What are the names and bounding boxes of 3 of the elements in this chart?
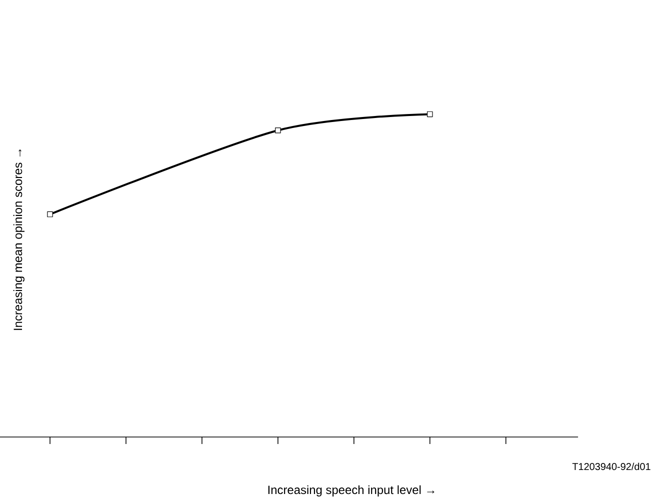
- x-axis-title: Increasing speech input level →: [268, 485, 434, 496]
- y-axis-title: Increasing mean opinion scores →: [13, 149, 24, 330]
- text: T1203940-92/d01: [572, 462, 650, 470]
